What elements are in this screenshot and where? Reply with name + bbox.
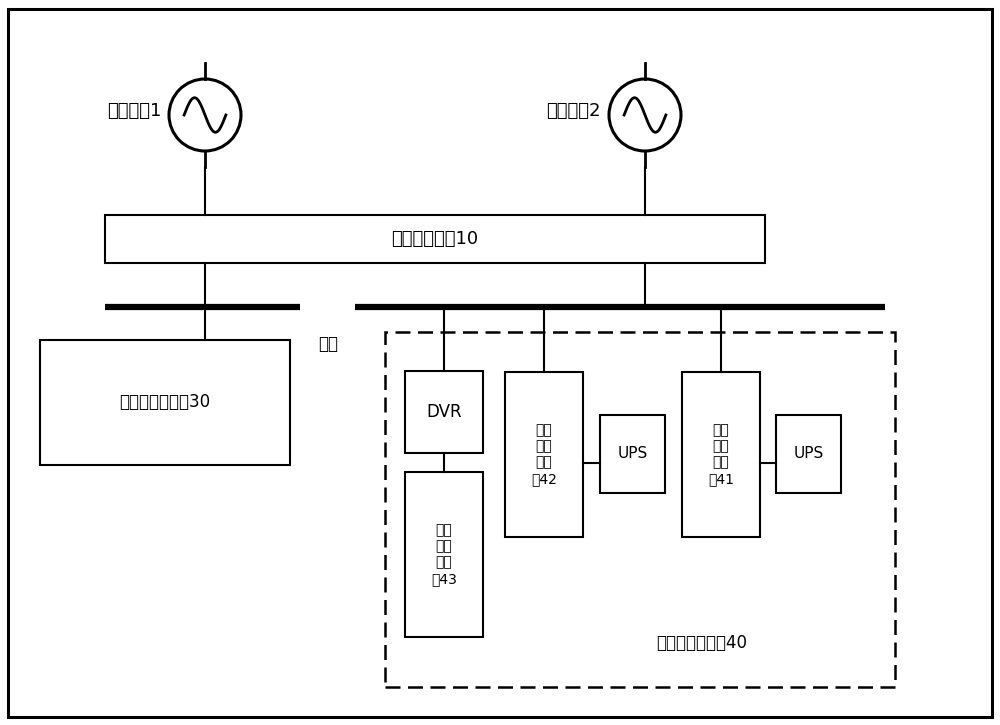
Bar [405,472,483,637]
Text: 第二
级敏
感用
户42: 第二 级敏 感用 户42 [531,423,557,486]
Bar [600,415,665,493]
Bar [682,372,760,537]
Text: 第一类敏感用户30: 第一类敏感用户30 [119,394,211,412]
Text: UPS: UPS [617,447,648,462]
Bar [776,415,841,493]
Bar [385,332,895,687]
Text: 第一电源1: 第一电源1 [107,102,161,120]
Text: 第二类敏感用户40: 第二类敏感用户40 [656,634,747,652]
Text: 第三
级敏
感用
户43: 第三 级敏 感用 户43 [431,523,457,586]
Bar [405,371,483,453]
Bar [105,215,765,263]
Text: 母线: 母线 [318,335,338,353]
Text: 切换开关装置10: 切换开关装置10 [391,230,479,248]
Bar [505,372,583,537]
Text: 第二电源2: 第二电源2 [546,102,601,120]
Text: DVR: DVR [426,403,462,421]
Bar [40,340,290,465]
Text: UPS: UPS [793,447,824,462]
Text: 第一
级敏
感用
户41: 第一 级敏 感用 户41 [708,423,734,486]
